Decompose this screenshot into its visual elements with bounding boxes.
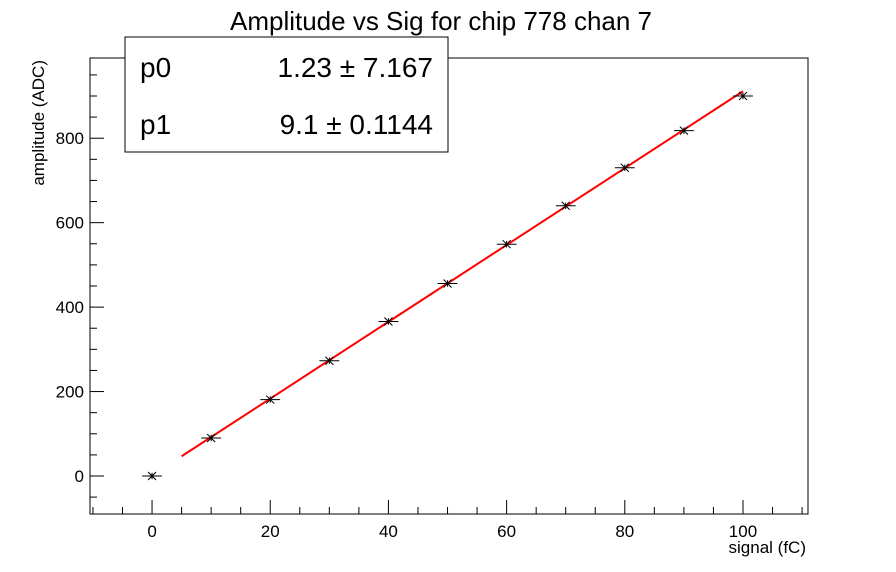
marker-stroke [384, 317, 393, 326]
x-tick-label: 80 [615, 522, 634, 541]
x-tick-label: 60 [497, 522, 516, 541]
marker-stroke [206, 433, 216, 443]
data-point [319, 356, 340, 366]
data-point [555, 201, 576, 211]
x-tick-label: 40 [379, 522, 398, 541]
marker-stroke [324, 356, 334, 366]
y-tick-label: 0 [75, 467, 84, 486]
marker-stroke [502, 239, 511, 249]
data-point [437, 279, 458, 288]
data-point [378, 317, 399, 326]
x-tick-label: 20 [261, 522, 280, 541]
data-point [496, 239, 517, 249]
data-point [260, 395, 281, 404]
fit-line [181, 90, 744, 458]
axis-ticks [90, 74, 803, 514]
y-tick-label: 800 [56, 129, 84, 148]
data-point [733, 91, 753, 101]
stat-param-name: p0 [140, 52, 171, 83]
x-tick-label: 100 [729, 522, 757, 541]
data-point [673, 126, 694, 135]
y-tick-label: 600 [56, 214, 84, 233]
data-point [142, 471, 162, 481]
tick-labels: 0 20 40 60 80 100 0 200 400 600 800 [56, 129, 758, 541]
stats-box: p0 1.23 ± 7.167 p1 9.1 ± 0.1144 [124, 36, 449, 153]
marker-stroke [620, 163, 630, 173]
data-points [142, 91, 753, 481]
stats-rows: p0 1.23 ± 7.167 p1 9.1 ± 0.1144 [140, 52, 433, 140]
marker-stroke [679, 126, 689, 135]
x-tick-label: 0 [147, 522, 156, 541]
stats-box-frame [124, 36, 449, 153]
marker-stroke [443, 279, 452, 288]
stat-param-name: p1 [140, 109, 171, 140]
y-tick-label: 400 [56, 298, 84, 317]
fit-layer [181, 90, 744, 458]
data-point [201, 433, 222, 443]
marker-stroke [561, 201, 571, 211]
marker-stroke [738, 91, 748, 101]
marker-stroke [147, 471, 157, 481]
y-axis-label: amplitude (ADC) [29, 60, 48, 186]
chart-title: Amplitude vs Sig for chip 778 chan 7 [230, 6, 652, 36]
x-axis-label: signal (fC) [729, 538, 806, 557]
stat-param-value: 1.23 ± 7.167 [278, 52, 434, 83]
data-point [614, 163, 635, 173]
marker-stroke [265, 395, 275, 404]
y-tick-label: 200 [56, 383, 84, 402]
stat-param-value: 9.1 ± 0.1144 [280, 109, 433, 140]
